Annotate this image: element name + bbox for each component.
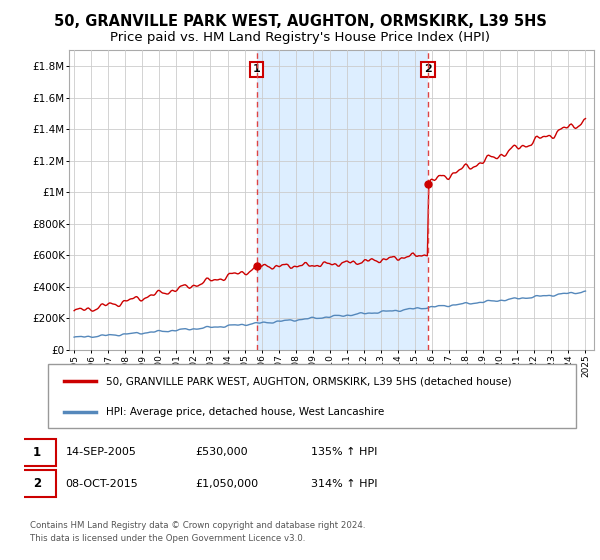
- Text: Contains HM Land Registry data © Crown copyright and database right 2024.
This d: Contains HM Land Registry data © Crown c…: [29, 521, 365, 543]
- FancyBboxPatch shape: [19, 470, 56, 497]
- Text: 2: 2: [424, 64, 432, 74]
- Text: 08-OCT-2015: 08-OCT-2015: [65, 479, 138, 489]
- Text: 2: 2: [33, 477, 41, 491]
- Bar: [257, 50, 428, 350]
- FancyBboxPatch shape: [48, 364, 576, 428]
- Text: 1: 1: [253, 64, 260, 74]
- FancyBboxPatch shape: [19, 439, 56, 466]
- Text: £530,000: £530,000: [195, 447, 248, 458]
- Text: £1,050,000: £1,050,000: [195, 479, 258, 489]
- Text: Price paid vs. HM Land Registry's House Price Index (HPI): Price paid vs. HM Land Registry's House …: [110, 31, 490, 44]
- Text: 14-SEP-2005: 14-SEP-2005: [65, 447, 136, 458]
- Text: 135% ↑ HPI: 135% ↑ HPI: [311, 447, 377, 458]
- Text: HPI: Average price, detached house, West Lancashire: HPI: Average price, detached house, West…: [106, 407, 385, 417]
- Text: 50, GRANVILLE PARK WEST, AUGHTON, ORMSKIRK, L39 5HS (detached house): 50, GRANVILLE PARK WEST, AUGHTON, ORMSKI…: [106, 376, 512, 386]
- Text: 1: 1: [33, 446, 41, 459]
- Text: 50, GRANVILLE PARK WEST, AUGHTON, ORMSKIRK, L39 5HS: 50, GRANVILLE PARK WEST, AUGHTON, ORMSKI…: [53, 14, 547, 29]
- Text: 314% ↑ HPI: 314% ↑ HPI: [311, 479, 377, 489]
